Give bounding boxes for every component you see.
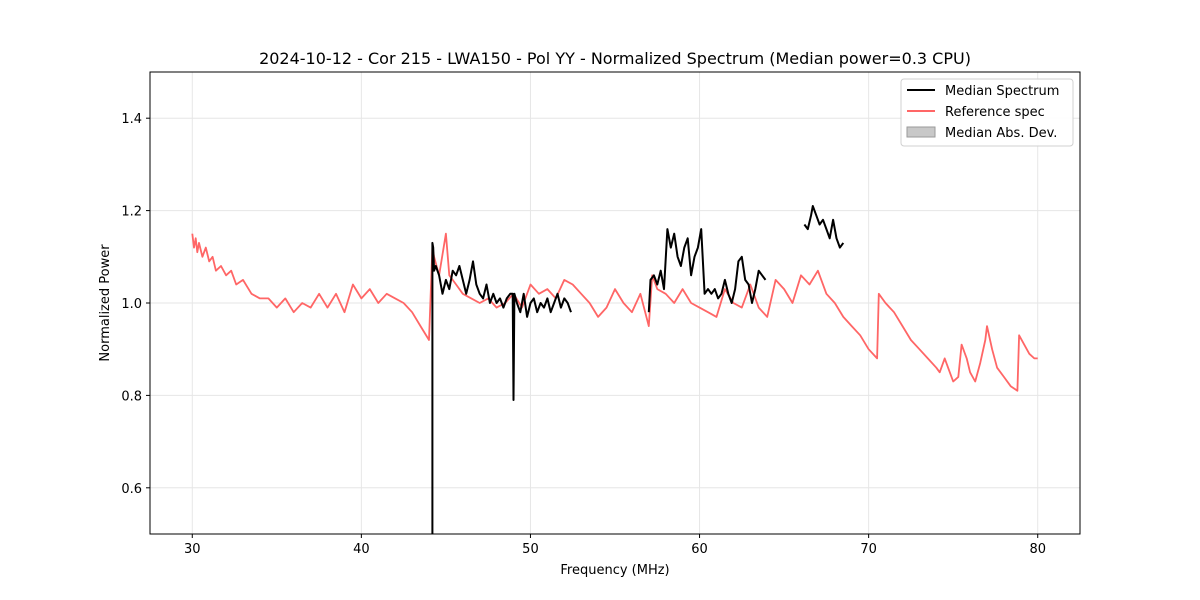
x-tick-label: 70 (860, 542, 877, 557)
legend-mad-label: Median Abs. Dev. (945, 126, 1057, 141)
y-tick-label: 1.0 (121, 297, 142, 312)
y-tick-label: 0.8 (121, 389, 142, 404)
median-spectrum-line (803, 205, 845, 249)
x-tick-label: 30 (184, 542, 201, 557)
y-tick-label: 0.6 (121, 482, 142, 497)
y-axis-label: Normalized Power (98, 244, 113, 362)
legend-mad-swatch (906, 126, 936, 138)
series-layer (191, 205, 1038, 534)
x-axis-label: Frequency (MHz) (560, 563, 669, 578)
median-spectrum-line (431, 241, 572, 534)
reference-spec-line (191, 232, 1038, 392)
y-tick-label: 1.4 (121, 112, 142, 127)
y-tick-label: 1.2 (121, 205, 142, 220)
legend-box (900, 78, 1074, 147)
legend-reference-label: Reference spec (945, 105, 1045, 120)
legend: Median Spectrum Reference spec Median Ab… (900, 78, 1074, 147)
grid-layer (150, 72, 1080, 534)
chart-title: 2024-10-12 - Cor 215 - LWA150 - Pol YY -… (259, 49, 971, 68)
median-spectrum-line (647, 228, 767, 313)
x-tick-label: 80 (1029, 542, 1046, 557)
x-tick-label: 60 (691, 542, 708, 557)
x-tick-label: 40 (353, 542, 370, 557)
tick-layer: 30 40 50 60 70 80 0.6 0.8 1.0 1.2 1.4 (121, 112, 1046, 557)
x-tick-label: 50 (522, 542, 539, 557)
legend-median-label: Median Spectrum (945, 84, 1059, 99)
series-clip-group (191, 205, 1038, 534)
